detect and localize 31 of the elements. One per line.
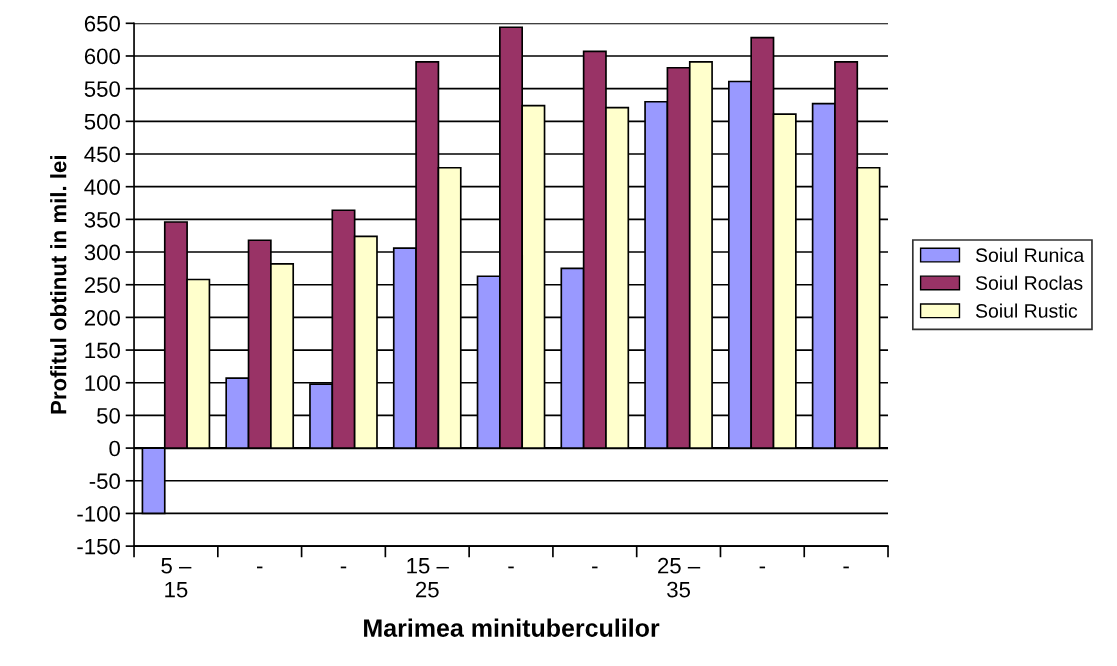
y-tick-label: 550 [84,81,120,97]
x-tick-label: - [256,566,263,569]
x-tick-label: - [592,566,598,569]
y-tick-label: 600 [84,48,120,65]
y-tick-label: 100 [85,375,120,392]
x-tick-label: 5 – 15 [161,558,192,598]
x-tick-label: - [340,566,347,569]
y-tick-label: 50 [97,407,120,424]
legend-label: Soiul Runica [975,247,1085,263]
y-tick-label: 650 [84,15,120,32]
x-tick-label: - [843,566,849,569]
y-tick-label: 450 [84,146,120,163]
x-tick-label: 25 – 35 [658,557,701,598]
y-tick-label: -100 [77,505,120,522]
y-tick-label: -50 [89,473,120,490]
x-axis-title: Marimea minituberculilor [364,618,660,637]
y-axis-title: Profitul obtinut in mil. lei [50,156,67,414]
y-tick-label: 200 [84,309,120,326]
y-tick-label: 150 [85,342,120,359]
x-tick-label: - [508,566,514,569]
legend-label: Soiul Roclas [975,275,1083,290]
x-tick-label: 15 – 25 [407,558,449,598]
y-tick-label: -150 [77,538,120,555]
y-tick-label: 250 [84,277,120,293]
legend-label: Soiul Rustic [975,303,1078,318]
x-tick-label: - [759,566,766,569]
y-tick-label: 400 [84,179,120,195]
y-tick-label: 0 [109,440,120,457]
y-tick-label: 350 [84,211,120,228]
y-tick-label: 500 [84,113,120,130]
y-tick-label: 300 [84,244,120,261]
